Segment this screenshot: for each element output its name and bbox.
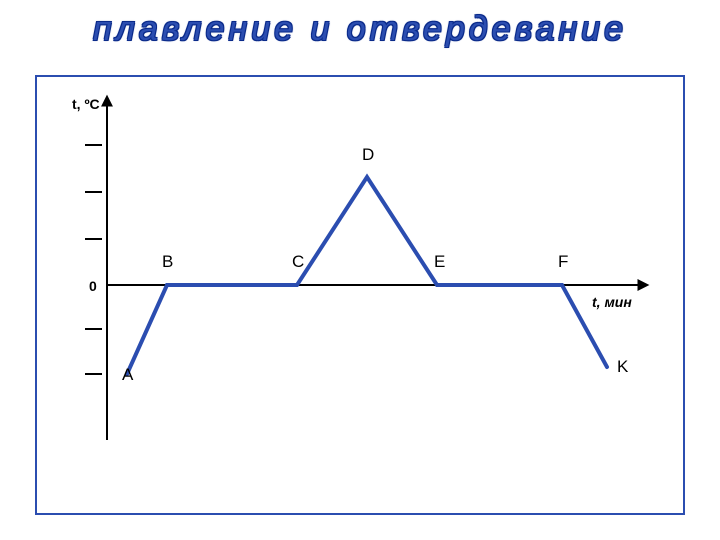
point-label-d: D <box>362 145 374 164</box>
point-label-e: E <box>434 252 445 271</box>
slide-root: плавление и отвердевание t, ºС t, мин 0 A B C… <box>0 0 720 540</box>
slide-title: плавление и отвердевание <box>0 10 720 49</box>
point-label-k: K <box>617 357 629 376</box>
temperature-line <box>127 177 607 374</box>
point-label-c: C <box>292 252 304 271</box>
origin-label: 0 <box>89 278 97 294</box>
point-label-b: B <box>162 252 173 271</box>
line-chart-svg: t, ºС t, мин 0 A B C D E F K <box>37 77 687 517</box>
point-label-a: A <box>122 365 134 384</box>
y-axis-label: t, ºС <box>72 96 100 112</box>
chart-frame: t, ºС t, мин 0 A B C D E F K <box>35 75 685 515</box>
point-label-f: F <box>558 252 568 271</box>
x-axis-label: t, мин <box>592 294 632 310</box>
